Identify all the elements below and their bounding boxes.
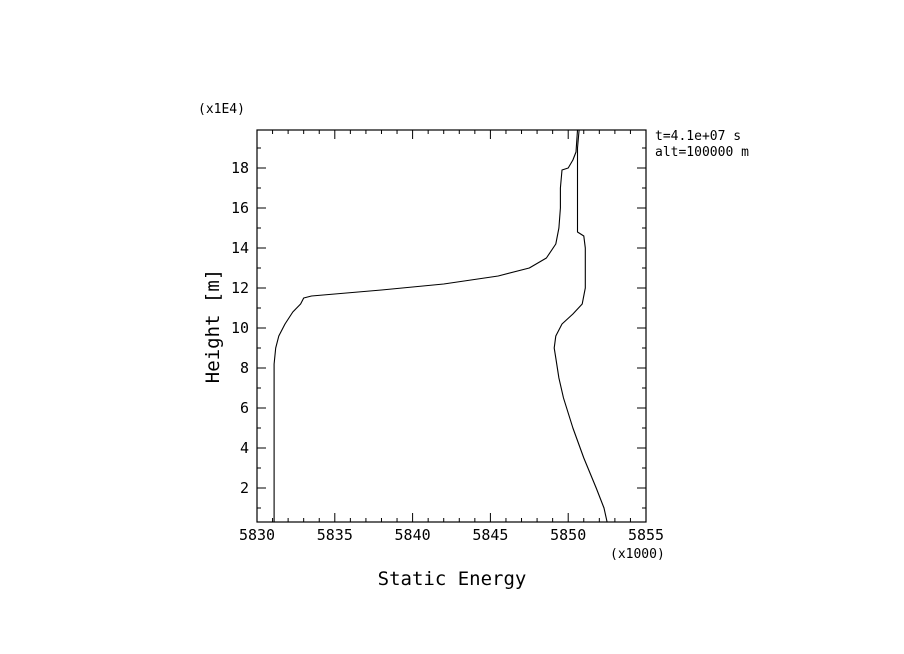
y-tick-label: 8 bbox=[240, 359, 249, 377]
x-tick-label: 5855 bbox=[628, 526, 664, 544]
y-tick-label: 2 bbox=[240, 479, 249, 497]
x-axis-title: Static Energy bbox=[378, 568, 527, 590]
axis-tick-labels: 5830 5835 5840 5845 5850 5855 2 4 6 8 10 12 14 16 18 bbox=[231, 159, 664, 544]
x-tick-label: 5830 bbox=[239, 526, 275, 544]
series-line-1 bbox=[273, 129, 579, 522]
series-group bbox=[273, 129, 608, 523]
altitude-annotation: alt=100000 m bbox=[655, 145, 749, 160]
series-line-2 bbox=[553, 129, 608, 523]
x-tick-label: 5845 bbox=[472, 526, 508, 544]
y-tick-label: 4 bbox=[240, 439, 249, 457]
x-tick-label: 5840 bbox=[395, 526, 431, 544]
y-axis-multiplier: (x1E4) bbox=[198, 102, 245, 117]
y-tick-label: 14 bbox=[231, 239, 249, 257]
plot-frame bbox=[256, 129, 647, 523]
y-tick-label: 10 bbox=[231, 319, 249, 337]
axis-ticks bbox=[256, 130, 647, 522]
y-tick-label: 12 bbox=[231, 279, 249, 297]
y-tick-label: 6 bbox=[240, 399, 249, 417]
x-axis-multiplier: (x1000) bbox=[610, 547, 665, 562]
y-axis-title: Height [m] bbox=[202, 269, 224, 383]
time-annotation: t=4.1e+07 s bbox=[655, 129, 741, 144]
y-tick-label: 16 bbox=[231, 199, 249, 217]
x-tick-label: 5835 bbox=[317, 526, 353, 544]
y-tick-label: 18 bbox=[231, 159, 249, 177]
x-tick-label: 5850 bbox=[550, 526, 586, 544]
